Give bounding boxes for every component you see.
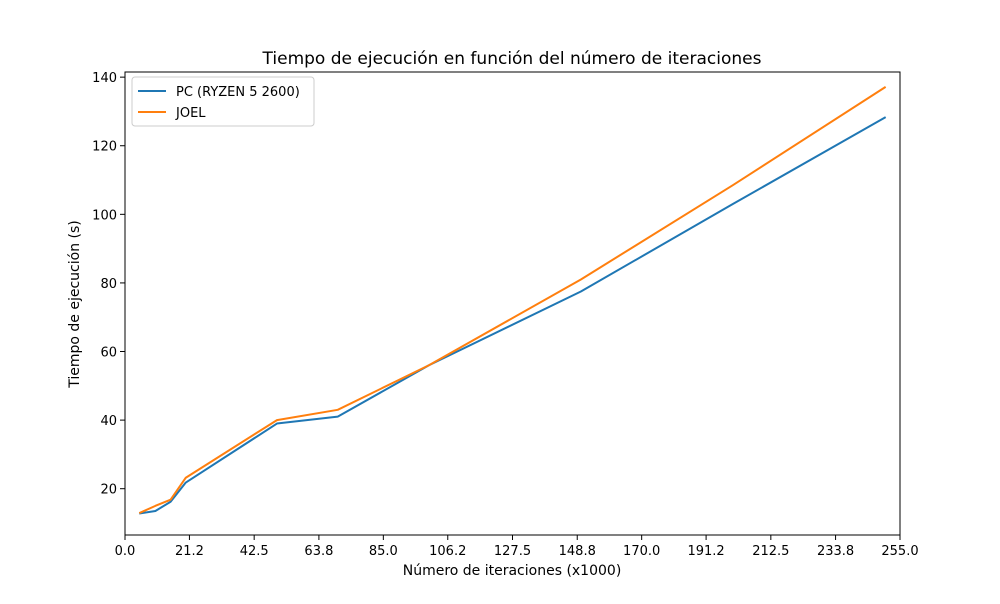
x-tick-label: 21.2 — [175, 544, 204, 559]
y-axis: 20 40 60 80 100 120 140 — [92, 71, 125, 498]
series-line-1 — [138, 86, 887, 515]
x-tick-label: 170.0 — [623, 544, 660, 559]
y-axis-label: Tiempo de ejecución (s) — [67, 220, 83, 389]
x-tick-label: 63.8 — [304, 544, 333, 559]
x-tick-label: 148.8 — [559, 544, 596, 559]
legend-box — [131, 76, 315, 127]
x-tick-label: 233.8 — [817, 544, 854, 559]
series-line-0 — [139, 116, 887, 515]
x-tick-label: 127.5 — [494, 544, 531, 559]
x-tick-label: 106.2 — [429, 544, 466, 559]
y-tick-label: 120 — [92, 140, 117, 155]
y-tick-label: 60 — [100, 346, 117, 361]
x-tick-label: 212.5 — [752, 544, 789, 559]
y-tick-label: 140 — [92, 71, 117, 86]
x-tick-label: 191.2 — [687, 544, 724, 559]
series-layer — [138, 86, 887, 515]
legend-label-0: PC (RYZEN 5 2600) — [176, 85, 300, 100]
legend: PC (RYZEN 5 2600) JOEL — [131, 76, 315, 127]
x-tick-label: 42.5 — [240, 544, 269, 559]
x-axis-label: Número de iteraciones (x1000) — [403, 563, 622, 579]
y-tick-label: 40 — [100, 414, 117, 429]
y-tick-label: 80 — [100, 277, 117, 292]
x-tick-label: 85.0 — [369, 544, 398, 559]
legend-label-1: JOEL — [175, 106, 206, 121]
chart-title: Tiempo de ejecución en función del númer… — [262, 49, 762, 69]
y-tick-label: 20 — [100, 483, 117, 498]
y-tick-label: 100 — [92, 208, 117, 223]
x-axis: 0.0 21.2 42.5 63.8 85.0 106.2 127.5 148.8 170.0 1… — [115, 535, 919, 559]
x-tick-label: 255.0 — [881, 544, 918, 559]
x-tick-label: 0.0 — [115, 544, 136, 559]
